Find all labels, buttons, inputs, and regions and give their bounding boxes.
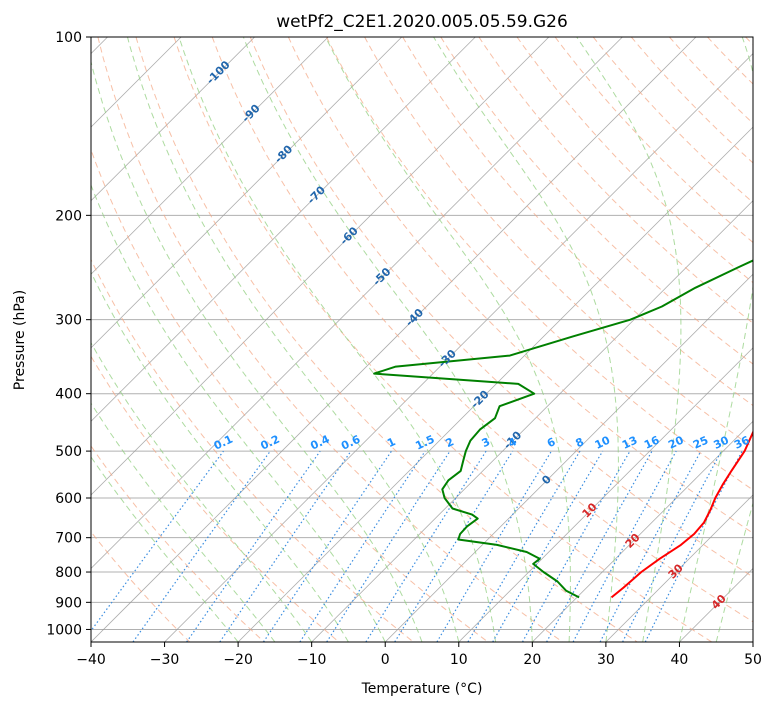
plot-frame xyxy=(90,36,754,643)
x-tick-label: 50 xyxy=(744,652,762,668)
mixing-ratio-line xyxy=(132,450,271,642)
dry-adiabat-line xyxy=(287,37,753,534)
mixing-ratio-line xyxy=(186,450,321,642)
mixing-ratio-label: 16 xyxy=(642,433,662,451)
mixing-ratio-line xyxy=(467,450,581,642)
y-tick-label: 900 xyxy=(55,595,82,611)
dry-adiabat-line xyxy=(440,37,753,365)
isotherm-line xyxy=(532,420,753,642)
isotherm-line xyxy=(384,273,753,642)
dewpoint-profile-line xyxy=(373,259,753,599)
moist-adiabat-line xyxy=(678,37,753,642)
isotherm-line xyxy=(91,37,697,642)
y-tick-label: 100 xyxy=(55,30,82,46)
y-tick-label: 800 xyxy=(55,565,82,581)
y-tick-label: 700 xyxy=(55,531,82,547)
mixing-ratio-label: 36 xyxy=(732,433,752,451)
isotherm-line xyxy=(91,37,329,275)
moist-adiabat-line xyxy=(91,59,423,642)
y-tick-label: 400 xyxy=(55,387,82,403)
isotherm-line xyxy=(91,37,255,202)
dry-adiabat-line xyxy=(91,258,414,642)
isotherm-line xyxy=(91,37,550,496)
mixing-ratio-line xyxy=(436,450,553,642)
x-tick-label: 0 xyxy=(381,652,390,668)
dry-adiabat-line xyxy=(97,37,563,642)
mixing-ratio-label: 10 xyxy=(593,433,613,451)
isotherm-line xyxy=(752,641,753,642)
dry-adiabat-line xyxy=(91,148,489,642)
dry-adiabat-line xyxy=(364,37,753,449)
x-tick-label: −30 xyxy=(150,652,180,668)
isotherm-line xyxy=(458,347,753,642)
isotherm-line xyxy=(91,37,476,422)
dry-adiabat-line xyxy=(135,37,638,642)
isotherm-line xyxy=(164,52,753,642)
moist-adiabat-line xyxy=(433,37,619,642)
moist-adiabat-line xyxy=(242,37,533,642)
moist-adiabat-line xyxy=(325,37,571,642)
temperature-profile-line xyxy=(610,429,753,599)
isotherm-line xyxy=(605,494,753,642)
moist-adiabat-line xyxy=(715,501,753,642)
y-tick-label: 500 xyxy=(55,444,82,460)
mixing-ratio-line xyxy=(365,450,487,642)
mixing-ratio-line xyxy=(521,450,631,642)
mixing-ratio-label: 25 xyxy=(691,434,710,452)
mixing-ratio-line xyxy=(326,450,451,642)
moist-adiabat-line xyxy=(91,271,349,642)
y-tick-label: 300 xyxy=(55,313,82,329)
x-tick-label: −10 xyxy=(297,652,327,668)
chart-title: wetPf2_C2E1.2020.005.05.59.G26 xyxy=(276,12,568,32)
y-axis-label: Pressure (hPa) xyxy=(12,290,28,390)
plot-background xyxy=(91,37,753,642)
x-tick-label: 20 xyxy=(523,652,541,668)
mixing-ratio-line xyxy=(394,450,514,642)
mixing-ratio-label: 13 xyxy=(620,434,639,452)
moist-adiabat-line xyxy=(127,37,460,642)
dry-adiabat-line xyxy=(91,445,265,642)
x-tick-label: 40 xyxy=(671,652,689,668)
x-tick-label: −40 xyxy=(76,652,106,668)
mixing-ratio-label: 20 xyxy=(666,433,686,451)
x-tick-label: 10 xyxy=(450,652,468,668)
moist-adiabat-line xyxy=(576,37,682,642)
mixing-ratio-line xyxy=(546,450,653,642)
y-tick-label: 1000 xyxy=(46,622,82,638)
y-tick-label: 200 xyxy=(55,208,82,224)
dry-adiabat-line xyxy=(249,37,753,578)
dry-adiabat-line xyxy=(592,37,753,204)
dry-adiabat-line xyxy=(91,355,340,642)
dry-adiabat-line xyxy=(554,37,753,244)
x-tick-label: 30 xyxy=(597,652,615,668)
dry-adiabat-line xyxy=(402,37,753,407)
moist-adiabat-line xyxy=(91,456,239,642)
moist-adiabat-line xyxy=(91,183,386,642)
dry-adiabat-line xyxy=(211,37,753,623)
mixing-ratio-label: 30 xyxy=(711,433,731,451)
mixing-ratio-line xyxy=(219,450,352,642)
isotherm-line xyxy=(91,37,623,570)
mixing-ratio-line xyxy=(572,450,677,642)
y-tick-label: 600 xyxy=(55,491,82,507)
x-tick-label: −20 xyxy=(223,652,253,668)
moist-adiabat-line xyxy=(91,402,276,642)
x-axis-label: Temperature (°C) xyxy=(361,681,483,697)
isotherm-line xyxy=(91,37,403,349)
mixing-ratio-line xyxy=(492,450,604,642)
isotherm-line xyxy=(237,126,753,642)
